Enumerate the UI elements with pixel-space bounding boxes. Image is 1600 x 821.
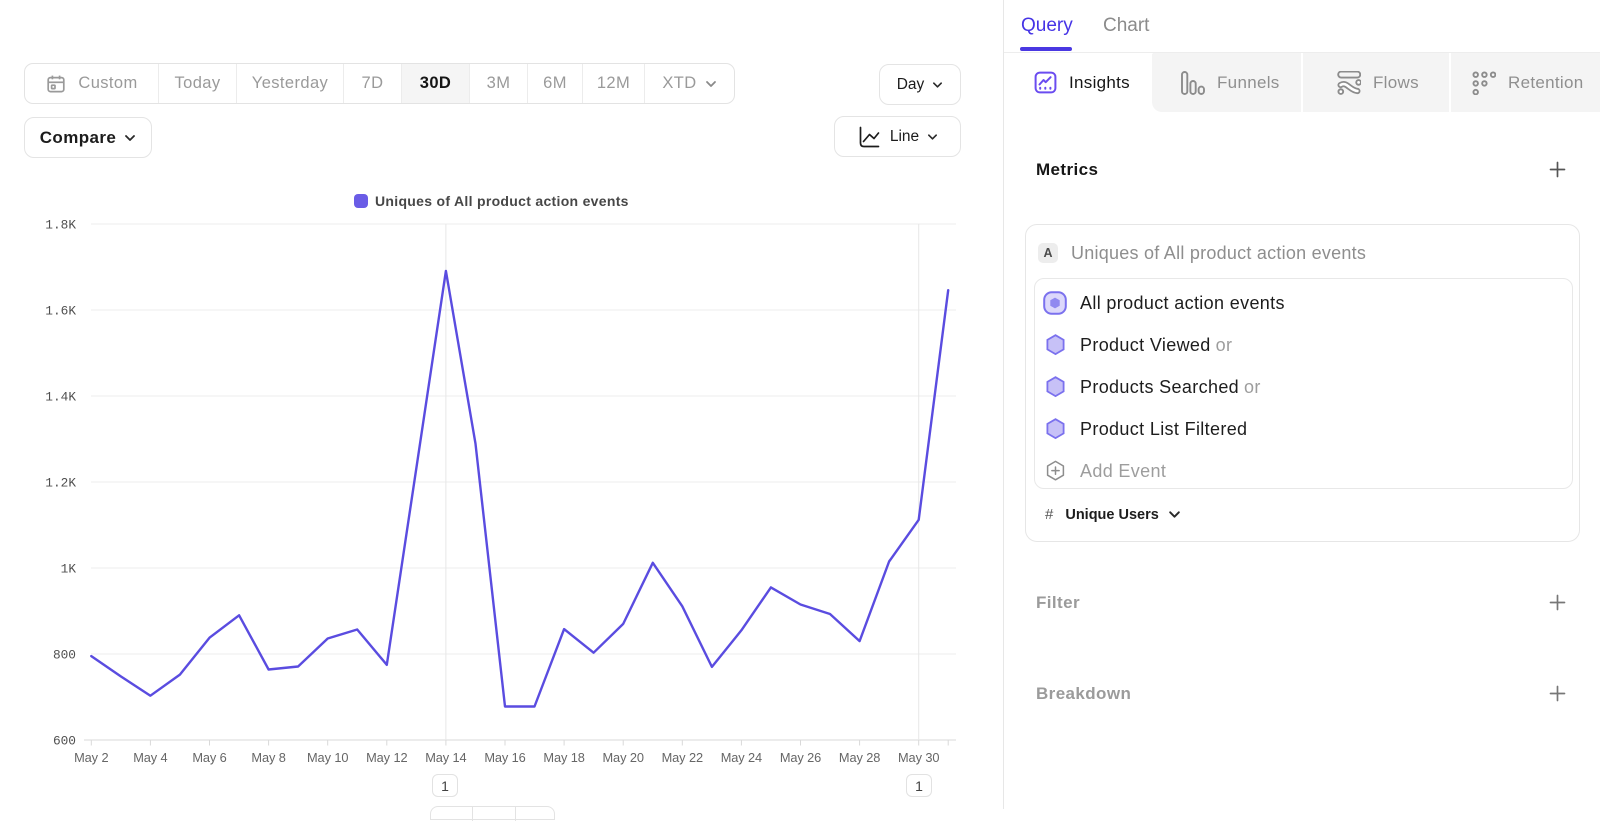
svg-text:600: 600 <box>53 734 76 749</box>
svg-text:May 14: May 14 <box>425 750 466 765</box>
svg-text:1.4K: 1.4K <box>45 390 76 405</box>
svg-text:1.2K: 1.2K <box>45 476 76 491</box>
svg-text:May 28: May 28 <box>839 750 880 765</box>
svg-text:May 26: May 26 <box>780 750 821 765</box>
svg-text:May 10: May 10 <box>307 750 348 765</box>
svg-text:May 6: May 6 <box>192 750 226 765</box>
svg-text:May 22: May 22 <box>662 750 703 765</box>
svg-text:May 16: May 16 <box>484 750 525 765</box>
svg-text:May 18: May 18 <box>543 750 584 765</box>
svg-text:800: 800 <box>53 648 76 663</box>
svg-text:May 8: May 8 <box>251 750 285 765</box>
svg-text:May 30: May 30 <box>898 750 939 765</box>
svg-text:May 4: May 4 <box>133 750 167 765</box>
svg-text:May 24: May 24 <box>721 750 762 765</box>
svg-text:1.8K: 1.8K <box>45 218 76 233</box>
svg-text:May 12: May 12 <box>366 750 407 765</box>
svg-text:May 20: May 20 <box>603 750 644 765</box>
svg-text:1K: 1K <box>61 562 77 577</box>
svg-text:1.6K: 1.6K <box>45 304 76 319</box>
svg-text:May 2: May 2 <box>74 750 108 765</box>
